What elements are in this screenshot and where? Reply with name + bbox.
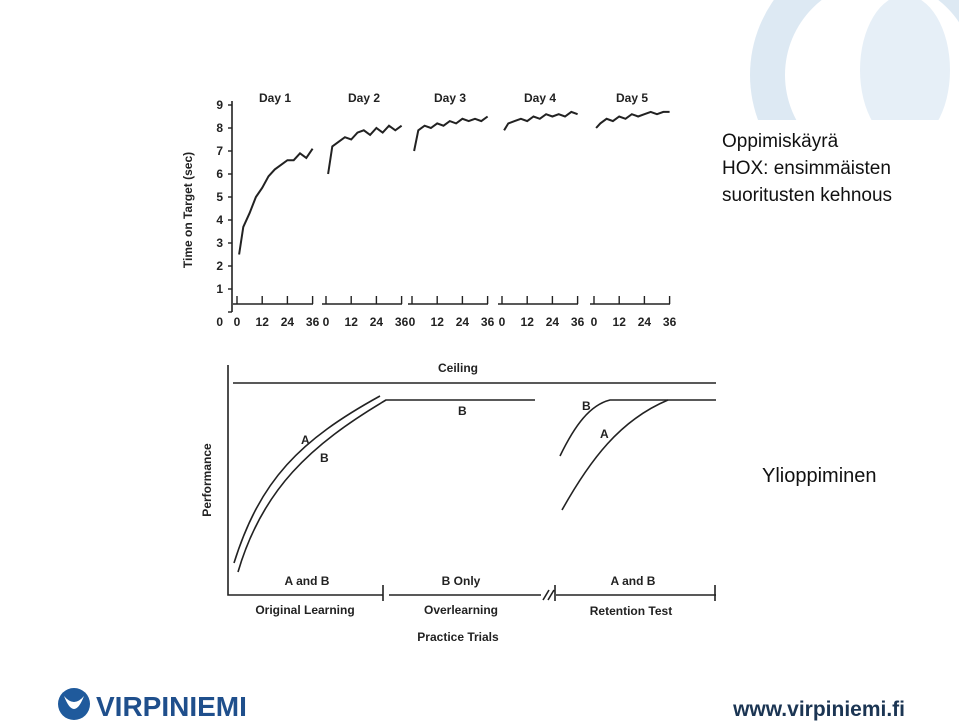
x-tick-label: 36	[571, 315, 585, 329]
y-tick-label: 1	[216, 282, 223, 296]
title-line: HOX: ensimmäisten	[722, 158, 891, 179]
x-tick-label: 0	[409, 315, 416, 329]
y-tick-label: 3	[216, 236, 223, 250]
panel-title: Day 5	[616, 91, 648, 105]
y-tick-label: 5	[216, 190, 223, 204]
x-axis-label: Practice Trials	[417, 630, 499, 644]
x-tick-label: 0	[591, 315, 598, 329]
y-tick-label: 7	[216, 144, 223, 158]
x-tick-label: 24	[456, 315, 470, 329]
group-label: A and B	[611, 574, 656, 588]
x-tick-label: 24	[546, 315, 560, 329]
phase-label: Retention Test	[590, 604, 672, 618]
overlearning-diagram: Ceiling A B B B A A and B B Only A and B…	[200, 361, 716, 644]
curve-b-retention	[559, 399, 716, 457]
x-tick-label: 36	[663, 315, 677, 329]
x-tick-label: 12	[256, 315, 270, 329]
logo: VIRPINIEMI	[58, 688, 247, 722]
x-tick-label: 24	[370, 315, 384, 329]
ceiling-label: Ceiling	[438, 361, 478, 375]
group-label: A and B	[285, 574, 330, 588]
x-tick-label: 0	[234, 315, 241, 329]
curve-label: A	[600, 427, 609, 441]
learning-curve	[595, 110, 670, 129]
logo-text: VIRPINIEMI	[96, 691, 247, 722]
decoration	[700, 0, 959, 220]
x-tick-label: 24	[281, 315, 295, 329]
axes	[227, 365, 716, 596]
learning-curve	[503, 110, 578, 131]
x-tick-label: 24	[638, 315, 652, 329]
x-tick-label: 12	[521, 315, 535, 329]
curve-b	[237, 399, 535, 573]
x-tick-label: 0	[499, 315, 506, 329]
panel-title: Day 2	[348, 91, 380, 105]
y-tick-label: 8	[216, 121, 223, 135]
x-tick-label: 36	[395, 315, 409, 329]
subtitle: Ylioppiminen	[762, 465, 877, 487]
phase-label: Original Learning	[255, 603, 354, 617]
phase-label: Overlearning	[424, 603, 498, 617]
curve-label: A	[301, 433, 310, 447]
x-tick-label: 12	[431, 315, 445, 329]
panel-title: Day 4	[524, 91, 556, 105]
group-label: B Only	[442, 574, 481, 588]
title-line: suoritusten kehnous	[722, 185, 892, 206]
y-tick-label: 9	[216, 98, 223, 112]
panel-title: Day 3	[434, 91, 466, 105]
learning-curve	[413, 115, 489, 152]
x-tick-label: 0	[323, 315, 330, 329]
curve-a-retention	[561, 399, 669, 511]
y-axis-label: Performance	[200, 443, 214, 517]
y-tick-label: 0	[216, 315, 223, 329]
x-tick-label: 12	[613, 315, 627, 329]
curve-label: B	[458, 404, 467, 418]
x-tick-label: 36	[306, 315, 320, 329]
dividers	[382, 585, 716, 601]
url: www.virpiniemi.fi	[732, 698, 905, 721]
x-tick-label: 12	[345, 315, 359, 329]
curve-a	[233, 395, 381, 564]
learning-curve	[238, 148, 314, 255]
panel-title: Day 1	[259, 91, 291, 105]
curve-label: B	[582, 399, 591, 413]
title-line: Oppimiskäyrä	[722, 131, 839, 152]
y-axis-label: Time on Target (sec)	[181, 152, 195, 268]
y-tick-label: 6	[216, 167, 223, 181]
y-tick-label: 4	[216, 213, 223, 227]
x-tick-label: 36	[481, 315, 495, 329]
y-tick-label: 2	[216, 259, 223, 273]
curve-label: B	[320, 451, 329, 465]
learning-curve	[327, 124, 403, 175]
